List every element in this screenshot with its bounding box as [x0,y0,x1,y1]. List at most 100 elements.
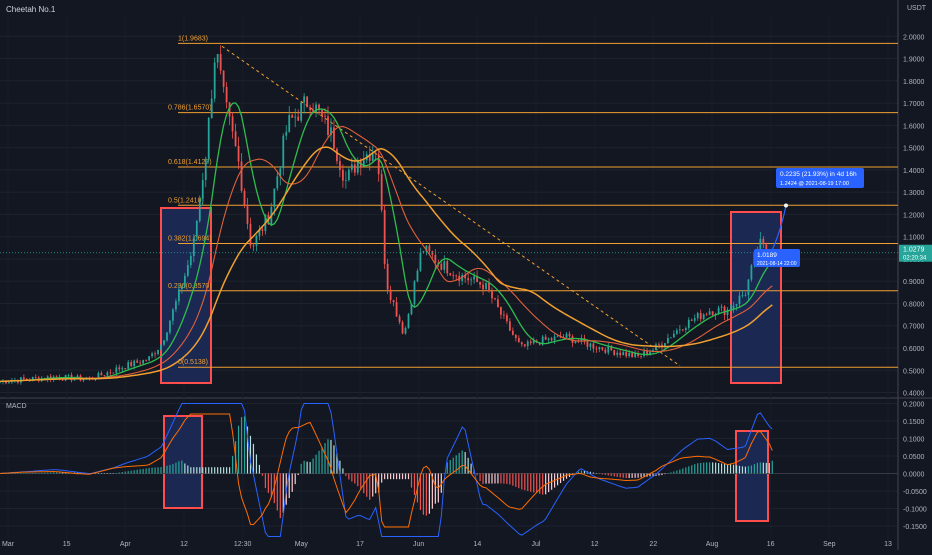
ma-line-mid [0,126,773,382]
candle-body [494,298,496,300]
macd-histogram-bar [324,443,326,474]
candle-body [148,356,150,361]
candle-body [759,238,762,251]
candle-body [246,204,249,224]
macd-histogram-bar [491,473,493,484]
macd-histogram-bar [154,467,156,474]
x-tick-label: 14 [473,541,481,548]
candle-body [467,278,470,281]
macd-histogram-bar [452,457,454,474]
macd-histogram-bar [419,473,422,511]
macd-histogram-bar [446,462,448,474]
macd-histogram-bar [410,473,413,488]
macd-histogram-bar [718,463,720,474]
macd-histogram-bar [327,439,329,474]
macd-histogram-bar [226,467,228,474]
macd-histogram-bar [62,472,64,474]
macd-histogram-bar [458,452,460,474]
macd-histogram-bar [354,473,356,484]
signal-line [0,413,773,528]
macd-histogram-bar [488,473,490,484]
macd-histogram-bar [94,473,97,474]
candle-body [255,235,258,246]
candle-body [374,153,377,155]
macd-histogram-bar [682,468,684,474]
macd-histogram-bar [637,473,639,478]
y-tick-label: 1.8000 [903,79,925,86]
x-tick-label: Mar [2,541,15,548]
macd-histogram-bar [521,473,523,490]
candle-body [711,311,714,315]
macd-histogram-bar [59,472,61,474]
macd-histogram-bar [184,463,186,474]
candle-body [678,329,681,331]
candle-body [643,351,645,356]
macd-histogram-bar [691,465,693,474]
candle-body [765,244,768,254]
point-text-1: 1.0189 [757,252,777,259]
target-text-1: 0.2235 (21.93%) in 4d 16h [780,171,857,178]
macd-histogram-bar [172,464,174,474]
macd-histogram-bar [124,471,126,474]
macd-histogram-bar [530,473,532,492]
macd-histogram-bar [515,473,517,487]
candle-body [342,169,344,181]
macd-histogram-bar [163,466,165,474]
macd-histogram-bar [658,473,660,476]
x-tick-label: Jul [532,541,541,548]
macd-histogram-bar [372,473,374,497]
macd-histogram-bar [339,460,341,474]
candle-body [550,338,553,341]
macd-histogram-bar [607,473,609,476]
candle-body [610,346,613,351]
macd-histogram-bar [741,466,744,474]
fib-level-label: 0.5(1.2410) [168,197,204,204]
macd-histogram-bar [139,469,141,474]
macd-histogram-bar [288,473,290,499]
macd-histogram-bar [130,470,132,474]
macd-histogram-bar [133,470,135,474]
y-tick-label: 0.8000 [903,301,925,308]
candle-body [735,304,738,306]
macd-histogram-bar [199,467,201,474]
candle-body [410,304,413,315]
macd-histogram-bar [208,467,210,474]
candle-body [154,353,156,355]
candle-body [750,265,753,280]
x-tick-label: 12 [180,541,188,548]
macd-histogram-bar [47,472,49,474]
macd-tick-label: -0.1500 [903,524,927,531]
candle-body [726,309,729,316]
macd-histogram-bar [333,445,335,474]
macd-histogram-bar [649,473,651,477]
macd-histogram-bar [700,462,702,474]
candle-body [151,353,153,357]
candle-body [574,341,577,343]
macd-tick-label: -0.0500 [903,489,927,496]
macd-histogram-bar [142,468,144,474]
fib-level-label: 0.236(0.8570) [168,283,212,290]
candle-body [204,158,207,181]
candle-body [526,341,529,347]
macd-histogram-bar [97,473,99,474]
candle-body [389,289,392,301]
candle-body [100,372,103,376]
candle-body [324,115,326,117]
candle-body [82,379,85,381]
macd-tick-label: 0.0000 [903,472,925,479]
candle-body [699,312,702,320]
target-tooltip [776,168,864,188]
x-tick-label: 13 [884,541,892,548]
x-tick-label: 15 [63,541,71,548]
macd-histogram-bar [398,473,401,480]
y-tick-label: 0.4000 [903,391,925,398]
macd-histogram-bar [106,473,108,474]
macd-histogram-bar [160,467,162,474]
candle-body [130,362,133,367]
macd-histogram-bar [709,462,711,474]
macd-histogram-bar [661,473,663,476]
fib-level-label: 0(0.5138) [178,359,208,366]
macd-histogram-bar [744,466,747,474]
macd-histogram-bar [512,473,514,486]
